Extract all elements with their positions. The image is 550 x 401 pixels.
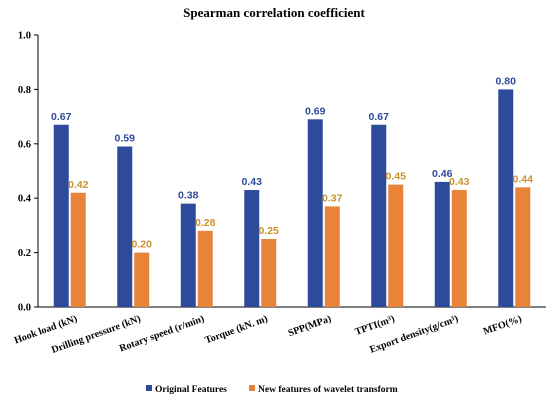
data-label-wavelet: 0.20 (132, 239, 153, 251)
data-label-original: 0.59 (115, 133, 136, 145)
bar-original (371, 124, 387, 307)
y-tick-label: 0.0 (18, 303, 31, 314)
y-tick-label: 1.0 (18, 31, 31, 42)
category-label: Torque (kN. m) (204, 313, 270, 346)
y-tick-label: 0.8 (18, 85, 31, 96)
data-label-wavelet: 0.25 (259, 225, 280, 237)
bar-wavelet (261, 239, 277, 307)
chart-title: Spearman correlation coefficient (183, 5, 365, 20)
bar-original (117, 146, 133, 307)
data-label-original: 0.43 (242, 176, 263, 188)
bar-original (180, 203, 196, 307)
bar-original (498, 89, 514, 308)
bar-wavelet (388, 184, 404, 307)
bar-original (434, 181, 450, 307)
bar-wavelet (451, 190, 467, 307)
data-label-wavelet: 0.43 (449, 176, 470, 188)
data-label-wavelet: 0.37 (322, 192, 343, 204)
data-label-wavelet: 0.42 (68, 179, 89, 191)
legend-swatch-original (146, 385, 152, 391)
data-label-original: 0.67 (51, 111, 72, 123)
y-tick-label: 0.4 (18, 194, 32, 205)
data-label-original: 0.67 (369, 111, 390, 123)
data-label-original: 0.38 (178, 190, 199, 202)
bar-wavelet (134, 252, 150, 307)
data-label-wavelet: 0.45 (386, 171, 407, 183)
category-label: SPP(MPa) (287, 313, 333, 339)
bar-original (53, 124, 69, 307)
data-label-original: 0.46 (432, 168, 453, 180)
bar-wavelet (197, 230, 213, 307)
data-label-original: 0.80 (496, 75, 517, 87)
data-label-wavelet: 0.44 (513, 173, 534, 185)
data-label-original: 0.69 (305, 105, 326, 117)
legend-swatch-wavelet (249, 385, 255, 391)
bar-wavelet (324, 206, 340, 307)
bar-original (307, 119, 323, 307)
bar-wavelet (70, 192, 86, 307)
legend-label-wavelet: New features of wavelet transform (258, 385, 398, 395)
legend-label-original: Original Features (155, 385, 227, 395)
category-label: TPTI(m³) (354, 313, 397, 337)
y-tick-label: 0.6 (18, 139, 31, 150)
bar-original (244, 190, 260, 307)
y-tick-label: 0.2 (18, 248, 31, 259)
category-label: MFO(%) (482, 313, 523, 337)
bar-wavelet (515, 187, 531, 307)
data-label-wavelet: 0.28 (195, 217, 216, 229)
